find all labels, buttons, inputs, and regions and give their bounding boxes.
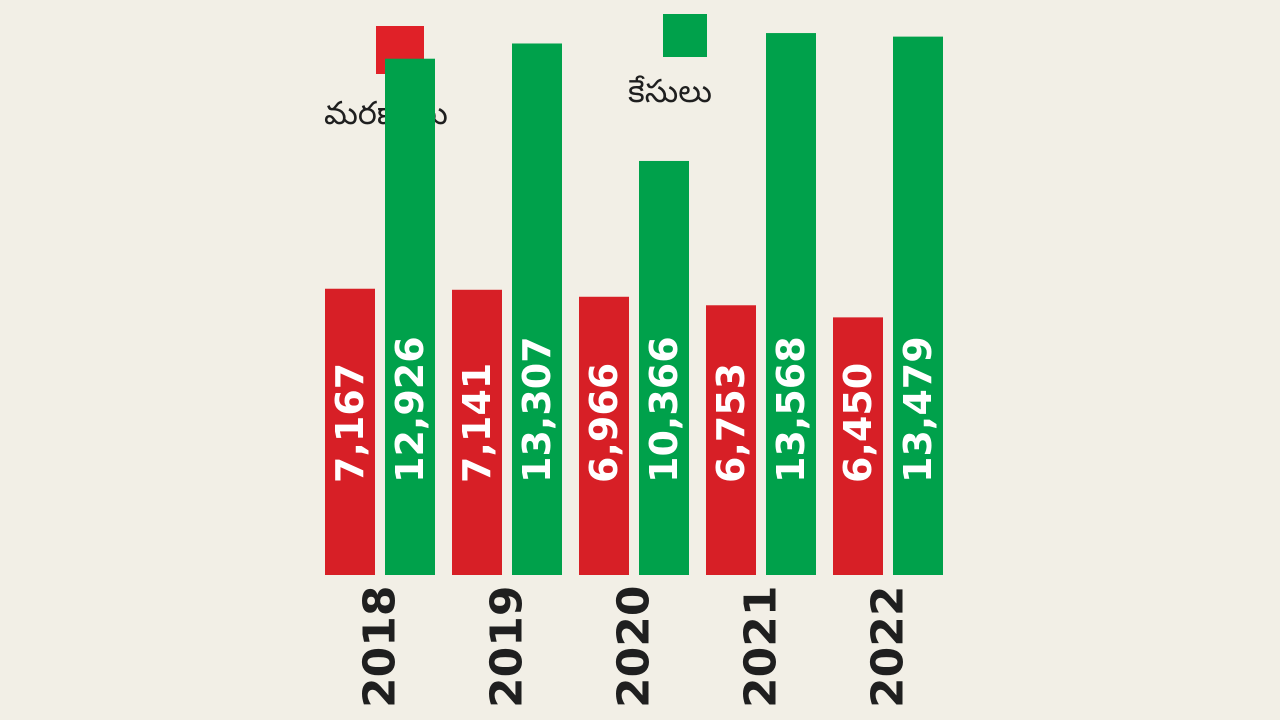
value-label-deaths-2020: 6,966 xyxy=(582,363,626,483)
value-label-cases-2021: 13,568 xyxy=(769,336,813,483)
value-label-deaths-2021: 6,753 xyxy=(709,363,753,483)
bar-cases-2018 xyxy=(385,58,435,575)
value-labels-layer: 7,167 12,926 7,141 13,307 6,966 10,366 6,753 13… xyxy=(328,336,940,483)
bar-cases-2019 xyxy=(512,43,562,575)
bar-deaths-2022 xyxy=(833,317,883,575)
value-label-cases-2022: 13,479 xyxy=(896,336,940,483)
year-label-2019: 2019 xyxy=(482,586,533,708)
bar-cases-2022 xyxy=(893,36,943,575)
value-label-deaths-2019: 7,141 xyxy=(455,363,499,483)
value-label-cases-2020: 10,366 xyxy=(642,336,686,483)
bar-deaths-2018 xyxy=(325,288,375,575)
year-label-2018: 2018 xyxy=(355,586,406,708)
value-label-deaths-2018: 7,167 xyxy=(328,363,372,483)
legend-swatch-cases xyxy=(663,14,707,57)
value-label-cases-2019: 13,307 xyxy=(515,336,559,483)
year-label-2020: 2020 xyxy=(609,586,660,708)
bar-deaths-2020 xyxy=(579,296,629,575)
legend-label-cases: కేసులు xyxy=(628,72,712,110)
year-label-2021: 2021 xyxy=(736,586,787,708)
value-label-cases-2018: 12,926 xyxy=(388,336,432,483)
bar-cases-2021 xyxy=(766,33,816,576)
bars-layer xyxy=(325,33,943,576)
value-label-deaths-2022: 6,450 xyxy=(836,363,880,483)
bar-deaths-2019 xyxy=(452,289,502,575)
year-labels-layer: 2018 2019 2020 2021 2022 xyxy=(355,586,914,708)
year-label-2022: 2022 xyxy=(863,586,914,708)
bar-deaths-2021 xyxy=(706,305,756,575)
bar-cases-2020 xyxy=(639,160,689,575)
